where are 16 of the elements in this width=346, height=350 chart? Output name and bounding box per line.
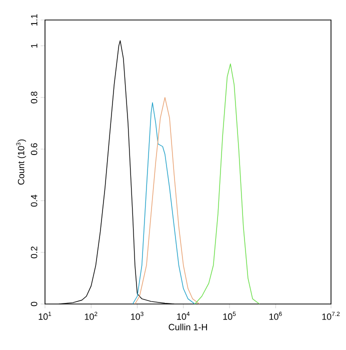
x-tick-label: 10$^{6}$ (269, 312, 282, 320)
y-tick-label: 0.8 (30, 92, 38, 104)
x-axis-title: Cullin 1-H (168, 324, 207, 330)
x-tick-label: 10$^{2}$ (84, 312, 98, 320)
y-tick-label: 0 (30, 302, 38, 306)
x-tick-label: 10$^{7.2}$ (322, 312, 340, 320)
y-tick-label: 0.6 (30, 143, 38, 155)
y-tick-label: 1.1 (31, 14, 38, 26)
x-tick-label: 10$^{4}$ (177, 312, 190, 320)
x-tick-label: 10$^{5}$ (223, 312, 236, 320)
y-tick-label: 0.2 (30, 246, 38, 258)
y-tick-label: 0.4 (30, 194, 38, 207)
x-tick-label: 10$^{1}$ (38, 312, 52, 320)
y-tick-label: 1 (31, 44, 38, 48)
x-tick-label: 10$^{3}$ (131, 312, 144, 320)
y-axis-title: Count (10$^{3}$) (16, 139, 26, 185)
